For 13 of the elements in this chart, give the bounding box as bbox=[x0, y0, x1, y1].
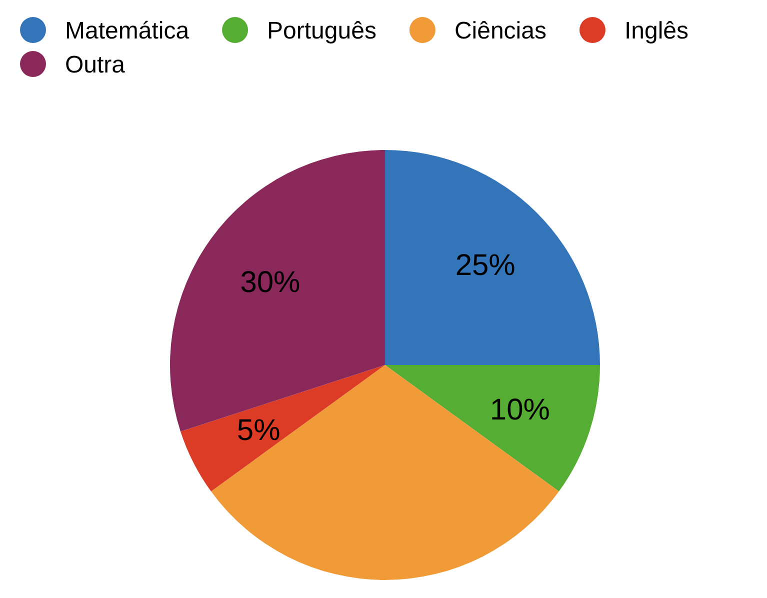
pie-slice bbox=[385, 365, 600, 492]
legend-label: Inglês bbox=[624, 17, 689, 44]
data-label: 25% bbox=[455, 249, 516, 282]
data-label: 5% bbox=[236, 414, 280, 447]
legend-label: Outra bbox=[65, 51, 126, 78]
legend-label: Português bbox=[267, 17, 376, 44]
pie-slice bbox=[385, 150, 600, 365]
legend-label: Ciências bbox=[454, 17, 546, 44]
pie-slice bbox=[180, 365, 385, 492]
legend-label: Matemática bbox=[65, 17, 190, 44]
pie-slice bbox=[211, 365, 559, 580]
data-label: 10% bbox=[490, 393, 550, 426]
data-label: 30% bbox=[240, 266, 300, 300]
